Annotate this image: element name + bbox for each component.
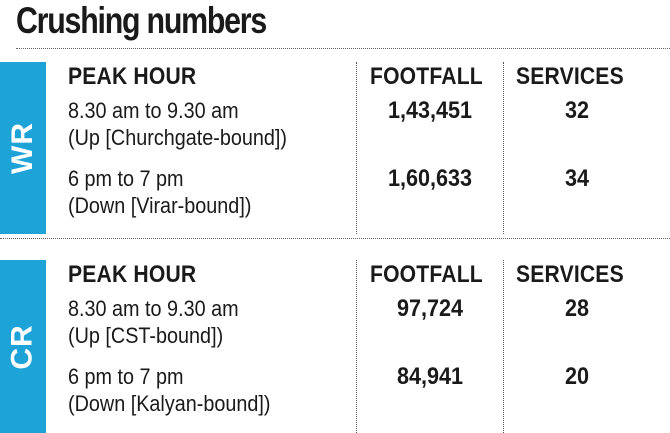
- period-direction: (Down [Virar-bound]): [68, 193, 252, 218]
- services-value: 28: [564, 295, 590, 322]
- table-row-period: 6 pm to 7 pm (Down [Virar-bound]): [68, 165, 251, 219]
- table-row-period: 8.30 am to 9.30 am (Up [CST-bound]): [68, 295, 239, 349]
- period-direction: (Up [CST-bound]): [68, 323, 224, 348]
- table-row-period: 6 pm to 7 pm (Down [Kalyan-bound]): [68, 363, 271, 417]
- services-value: 20: [564, 363, 590, 390]
- period-time: 6 pm to 7 pm: [68, 364, 184, 389]
- chart-title: Crushing numbers: [16, 0, 267, 41]
- section-wr: WR PEAK HOUR FOOTFALL SERVICES 8.30 am t…: [0, 62, 670, 234]
- column-divider: [503, 62, 504, 234]
- period-direction: (Up [Churchgate-bound]): [68, 125, 288, 150]
- services-value: 32: [564, 97, 590, 124]
- footfall-value: 84,941: [396, 363, 464, 390]
- footfall-value: 97,724: [396, 295, 464, 322]
- title-divider: [16, 48, 670, 49]
- section-band-wr: [0, 62, 46, 234]
- header-services: SERVICES: [516, 63, 624, 90]
- column-divider: [356, 62, 357, 234]
- period-time: 6 pm to 7 pm: [68, 166, 184, 191]
- header-peak-hour: PEAK HOUR: [68, 63, 197, 90]
- column-divider: [503, 260, 504, 433]
- section-label-cr: CR: [6, 323, 39, 370]
- period-time: 8.30 am to 9.30 am: [68, 296, 239, 321]
- header-footfall: FOOTFALL: [370, 261, 483, 288]
- header-peak-hour: PEAK HOUR: [68, 261, 197, 288]
- period-direction: (Down [Kalyan-bound]): [68, 391, 271, 416]
- section-divider: [0, 238, 670, 239]
- footfall-value: 1,60,633: [387, 165, 473, 192]
- table-row-period: 8.30 am to 9.30 am (Up [Churchgate-bound…: [68, 97, 287, 151]
- header-services: SERVICES: [516, 261, 624, 288]
- section-band-cr: [0, 260, 46, 433]
- services-value: 34: [564, 165, 590, 192]
- column-divider: [356, 260, 357, 433]
- period-time: 8.30 am to 9.30 am: [68, 98, 239, 123]
- section-label-wr: WR: [6, 122, 40, 174]
- section-cr: CR PEAK HOUR FOOTFALL SERVICES 8.30 am t…: [0, 260, 670, 433]
- footfall-value: 1,43,451: [387, 97, 473, 124]
- header-footfall: FOOTFALL: [370, 63, 483, 90]
